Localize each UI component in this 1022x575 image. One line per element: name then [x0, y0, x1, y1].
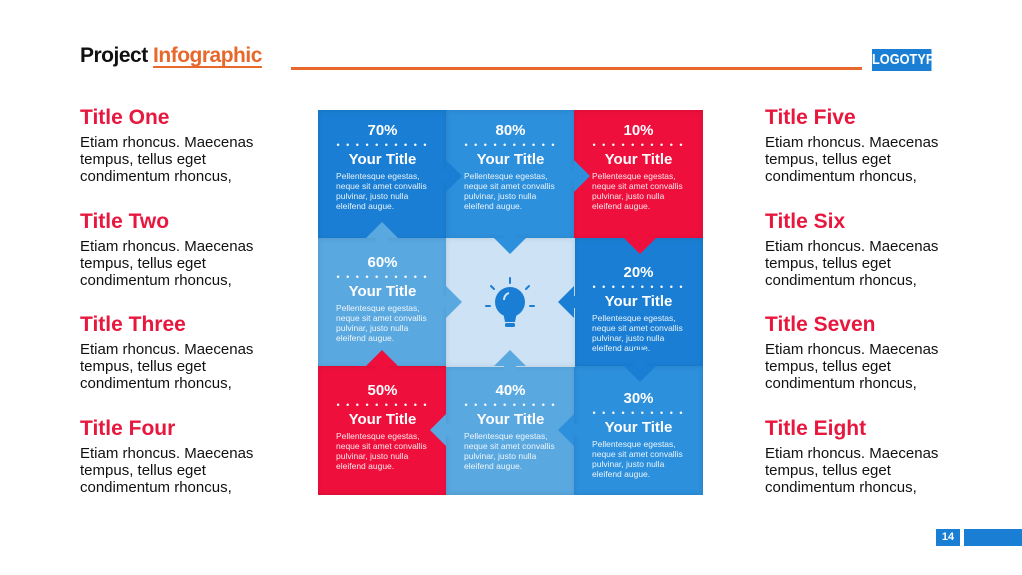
arrow-right-icon: [430, 160, 462, 192]
side-item-title: Title Seven: [765, 313, 876, 336]
step-description: Pellentesque egestas, neque sit amet con…: [464, 431, 555, 471]
side-item-body: Etiam rhoncus. Maecenas tempus, tellus e…: [765, 444, 939, 496]
step-cell: 50% • • • • • • • • • • Your Title Pelle…: [318, 366, 447, 495]
side-item-body: Etiam rhoncus. Maecenas tempus, tellus e…: [80, 444, 254, 496]
side-item: Title One Etiam rhoncus. Maecenas tempus,…: [80, 106, 280, 185]
side-item: Title Seven Etiam rhoncus. Maecenas tempu…: [765, 313, 965, 392]
step-title: Your Title: [604, 293, 673, 310]
arrow-right-icon: [558, 160, 590, 192]
step-cell: 80% • • • • • • • • • • Your Title Pelle…: [446, 110, 575, 239]
side-item: Title Four Etiam rhoncus. Maecenas tempus…: [80, 417, 280, 496]
slide-title: Project Infographic: [80, 44, 262, 68]
arrow-up-icon: [366, 222, 398, 254]
side-item-body: Etiam rhoncus. Maecenas tempus, tellus e…: [80, 237, 254, 289]
side-item: Title Three Etiam rhoncus. Maecenas tempu…: [80, 313, 280, 392]
step-cell: 20% • • • • • • • • • • Your Title Pelle…: [574, 238, 703, 367]
step-cell: 40% • • • • • • • • • • Your Title Pelle…: [446, 366, 575, 495]
step-cell: 60% • • • • • • • • • • Your Title Pelle…: [318, 238, 447, 367]
side-item: Title Five Etiam rhoncus. Maecenas tempus…: [765, 106, 965, 185]
step-cell: 10% • • • • • • • • • • Your Title Pelle…: [574, 110, 703, 239]
dots-divider: • • • • • • • • • •: [464, 140, 557, 150]
arrow-up-icon: [494, 350, 526, 382]
side-item-title: Title One: [80, 106, 170, 129]
dots-divider: • • • • • • • • • •: [592, 282, 685, 292]
side-item-title: Title Eight: [765, 416, 867, 440]
side-item-body: Etiam rhoncus. Maecenas tempus, tellus e…: [80, 341, 254, 392]
infographic-grid: 70% • • • • • • • • • • Your Title Pelle…: [318, 110, 703, 495]
step-description: Pellentesque egestas, neque sit amet con…: [336, 431, 427, 471]
side-item-title: Title Four: [80, 416, 176, 440]
title-accent: Infographic: [153, 44, 262, 67]
side-item: Title Eight Etiam rhoncus. Maecenas tempu…: [765, 417, 965, 496]
side-item-title: Title Three: [80, 313, 186, 336]
step-description: Pellentesque egestas, neque sit amet con…: [336, 171, 427, 211]
side-item-body: Etiam rhoncus. Maecenas tempus, tellus e…: [80, 134, 254, 185]
arrow-down-icon: [494, 222, 526, 254]
arrow-left-icon: [430, 414, 462, 446]
step-percent: 50%: [367, 382, 398, 399]
step-title: Your Title: [604, 151, 673, 168]
header-rule: [291, 67, 862, 70]
arrow-down-icon: [624, 222, 656, 254]
dots-divider: • • • • • • • • • •: [336, 272, 429, 282]
step-percent: 20%: [623, 264, 654, 281]
logo: LOGOTYPE: [872, 49, 943, 71]
step-percent: 70%: [367, 122, 398, 139]
dots-divider: • • • • • • • • • •: [336, 140, 429, 150]
step-title: Your Title: [348, 411, 417, 428]
arrow-left-icon: [558, 286, 590, 318]
page-bar: [964, 529, 1022, 546]
step-percent: 10%: [623, 122, 654, 139]
step-percent: 40%: [495, 382, 526, 399]
side-item-title: Title Five: [765, 106, 856, 129]
side-item: Title Two Etiam rhoncus. Maecenas tempus,…: [80, 210, 280, 289]
step-description: Pellentesque egestas, neque sit amet con…: [592, 171, 683, 211]
side-item-title: Title Six: [765, 209, 846, 233]
step-percent: 80%: [495, 122, 526, 139]
dots-divider: • • • • • • • • • •: [592, 408, 685, 418]
lightbulb-icon: [485, 277, 535, 327]
side-item-title: Title Two: [80, 209, 170, 233]
step-description: Pellentesque egestas, neque sit amet con…: [336, 303, 427, 343]
step-description: Pellentesque egestas, neque sit amet con…: [464, 171, 555, 211]
step-cell: 30% • • • • • • • • • • Your Title Pelle…: [574, 366, 703, 495]
arrow-up-icon: [366, 350, 398, 382]
arrow-right-icon: [430, 286, 462, 318]
dots-divider: • • • • • • • • • •: [336, 400, 429, 410]
step-percent: 60%: [367, 254, 398, 271]
dots-divider: • • • • • • • • • •: [592, 140, 685, 150]
side-item-body: Etiam rhoncus. Maecenas tempus, tellus e…: [765, 341, 939, 392]
step-description: Pellentesque egestas, neque sit amet con…: [592, 439, 683, 479]
arrow-down-icon: [624, 350, 656, 382]
dots-divider: • • • • • • • • • •: [464, 400, 557, 410]
page-number: 14: [936, 529, 960, 546]
step-title: Your Title: [604, 419, 673, 436]
center-cell: [446, 238, 575, 367]
side-item-body: Etiam rhoncus. Maecenas tempus, tellus e…: [765, 237, 939, 289]
side-item: Title Six Etiam rhoncus. Maecenas tempus,…: [765, 210, 965, 289]
step-title: Your Title: [476, 151, 545, 168]
arrow-left-icon: [558, 414, 590, 446]
step-title: Your Title: [348, 283, 417, 300]
step-title: Your Title: [348, 151, 417, 168]
step-title: Your Title: [476, 411, 545, 428]
title-prefix: Project: [80, 44, 148, 67]
step-cell: 70% • • • • • • • • • • Your Title Pelle…: [318, 110, 447, 239]
step-description: Pellentesque egestas, neque sit amet con…: [592, 313, 683, 353]
side-item-body: Etiam rhoncus. Maecenas tempus, tellus e…: [765, 134, 939, 185]
step-percent: 30%: [623, 390, 654, 407]
